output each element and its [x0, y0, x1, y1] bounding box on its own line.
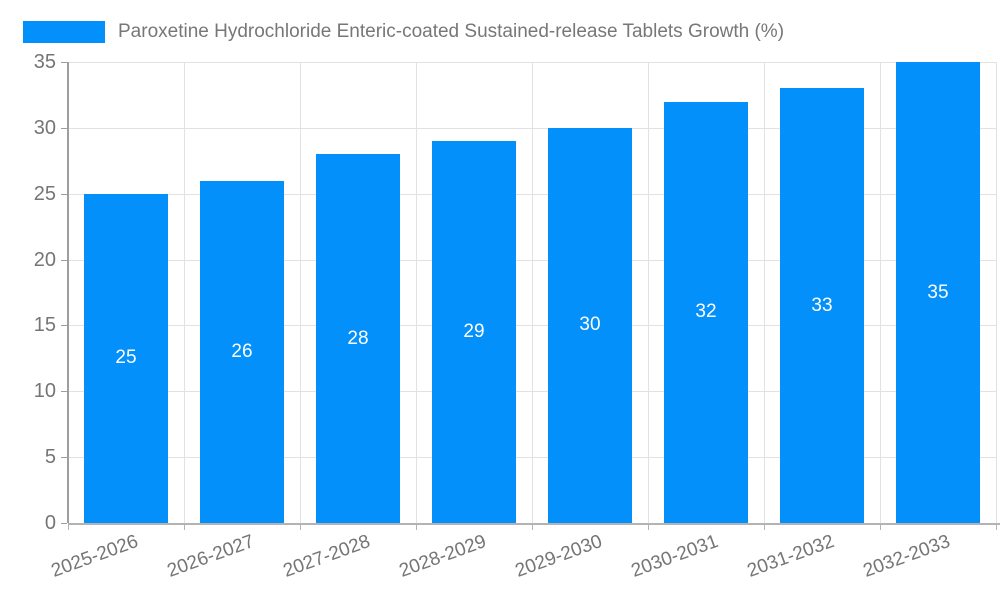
bar-value-label: 28 — [347, 327, 369, 349]
y-axis-line — [67, 62, 69, 523]
bar-value-label: 33 — [811, 294, 833, 316]
x-gridline — [880, 62, 881, 523]
x-gridline — [532, 62, 533, 523]
bar-2026-2027[interactable]: 26 — [200, 180, 284, 523]
x-tick-mark — [764, 523, 765, 530]
y-tick-label: 25 — [33, 182, 56, 205]
bar-2030-2031[interactable]: 32 — [664, 101, 748, 523]
x-gridline — [648, 62, 649, 523]
x-tick-label: 2028-2029 — [396, 531, 490, 582]
x-tick-mark — [532, 523, 533, 530]
x-tick-label: 2030-2031 — [628, 531, 722, 582]
x-tick-mark — [880, 523, 881, 530]
x-tick-mark — [416, 523, 417, 530]
y-tick-label: 30 — [33, 116, 56, 139]
legend-swatch-icon — [23, 21, 105, 43]
y-tick-mark — [61, 62, 67, 63]
legend-item[interactable]: Paroxetine Hydrochloride Enteric-coated … — [23, 18, 784, 46]
bar-value-label: 35 — [927, 281, 949, 303]
bar-2031-2032[interactable]: 33 — [780, 88, 864, 523]
y-tick-label: 5 — [44, 446, 56, 469]
y-tick-mark — [61, 523, 67, 524]
legend-label: Paroxetine Hydrochloride Enteric-coated … — [118, 21, 785, 42]
y-tick-mark — [61, 193, 67, 195]
y-tick-label: 10 — [33, 380, 56, 403]
bar-2029-2030[interactable]: 30 — [548, 127, 632, 523]
bar-2027-2028[interactable]: 28 — [316, 154, 400, 523]
x-tick-label: 2027-2028 — [280, 531, 374, 582]
x-tick-label: 2032-2033 — [860, 531, 954, 582]
x-tick-mark — [996, 523, 997, 530]
y-tick-label: 20 — [33, 248, 56, 271]
x-tick-mark — [300, 523, 301, 530]
x-tick-mark — [68, 523, 69, 530]
x-tick-mark — [648, 523, 649, 530]
x-tick-label: 2031-2032 — [744, 531, 838, 582]
y-tick-label: 15 — [33, 314, 56, 337]
bar-2032-2033[interactable]: 35 — [896, 62, 980, 523]
bar-value-label: 25 — [115, 347, 137, 369]
y-tick-mark — [61, 457, 67, 459]
x-axis-line — [68, 523, 1000, 525]
y-tick-mark — [61, 325, 67, 327]
x-tick-label: 2029-2030 — [512, 531, 606, 582]
y-tick-mark — [61, 259, 67, 261]
x-tick-label: 2025-2026 — [48, 531, 142, 582]
x-gridline — [300, 62, 301, 523]
x-gridline — [416, 62, 417, 523]
x-gridline — [996, 62, 997, 523]
x-gridline — [764, 62, 765, 523]
y-tick-label: 35 — [33, 51, 56, 73]
y-tick-mark — [61, 127, 67, 129]
x-tick-label: 2026-2027 — [164, 531, 258, 582]
bar-2025-2026[interactable]: 25 — [84, 193, 168, 523]
y-tick-mark — [61, 391, 67, 393]
x-gridline — [184, 62, 185, 523]
bar-value-label: 26 — [231, 340, 253, 362]
y-tick-label: 0 — [44, 512, 56, 534]
x-tick-mark — [184, 523, 185, 530]
bar-value-label: 30 — [579, 314, 601, 336]
bar-value-label: 32 — [695, 301, 717, 323]
bar-2028-2029[interactable]: 29 — [432, 141, 516, 523]
bar-value-label: 29 — [463, 321, 485, 342]
